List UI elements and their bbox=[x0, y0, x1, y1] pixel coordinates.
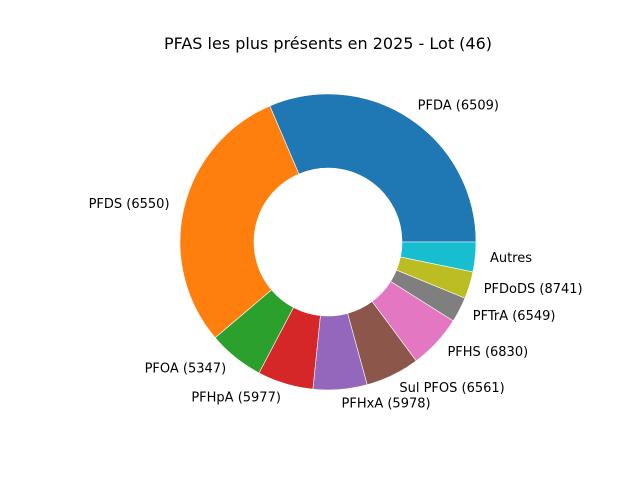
slice-label-sul-pfos-6561: Sul PFOS (6561) bbox=[399, 381, 504, 396]
slice-pfda-6509 bbox=[269, 93, 477, 243]
labels-group: PFDA (6509) PFDS (6550) PFOA (5347) PFHpA (… bbox=[89, 99, 583, 412]
slice-label-autres: Autres bbox=[490, 251, 532, 266]
slice-autres bbox=[400, 241, 477, 273]
slice-label-pfhxa-5978: PFHxA (5978) bbox=[342, 397, 431, 412]
slice-label-pfoa-5347: PFOA (5347) bbox=[145, 362, 227, 377]
slices-group bbox=[179, 93, 477, 391]
chart-title: PFAS les plus présents en 2025 - Lot (46… bbox=[164, 34, 492, 53]
slice-label-pfhs-6830: PFHS (6830) bbox=[447, 345, 528, 360]
slice-label-pfda-6509: PFDA (6509) bbox=[418, 99, 499, 114]
slice-label-pfhpa-5977: PFHpA (5977) bbox=[191, 390, 281, 405]
slice-label-pftra-6549: PFTrA (6549) bbox=[473, 309, 556, 324]
slice-pfds-6550 bbox=[179, 105, 300, 339]
slice-label-pfdods-8741: PFDoDS (8741) bbox=[484, 282, 583, 297]
slice-label-pfds-6550: PFDS (6550) bbox=[89, 197, 170, 212]
